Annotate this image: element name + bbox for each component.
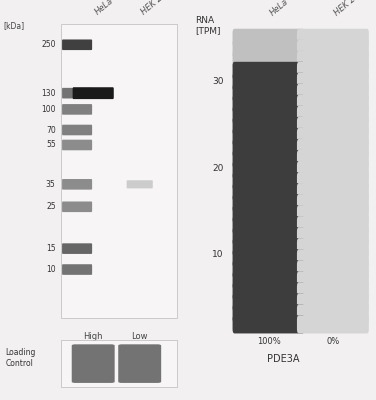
FancyBboxPatch shape xyxy=(73,87,114,99)
FancyBboxPatch shape xyxy=(232,150,305,168)
FancyBboxPatch shape xyxy=(232,260,305,278)
Text: [kDa]: [kDa] xyxy=(4,21,25,30)
FancyBboxPatch shape xyxy=(297,260,369,278)
FancyBboxPatch shape xyxy=(297,293,369,312)
FancyBboxPatch shape xyxy=(297,282,369,300)
FancyBboxPatch shape xyxy=(297,205,369,223)
Text: HEK 293: HEK 293 xyxy=(140,0,173,17)
FancyBboxPatch shape xyxy=(297,183,369,201)
Text: 35: 35 xyxy=(46,180,56,189)
FancyBboxPatch shape xyxy=(297,315,369,334)
FancyBboxPatch shape xyxy=(232,172,305,190)
FancyBboxPatch shape xyxy=(232,194,305,212)
FancyBboxPatch shape xyxy=(62,243,92,254)
Text: 130: 130 xyxy=(41,89,56,98)
Text: 70: 70 xyxy=(46,126,56,134)
FancyBboxPatch shape xyxy=(232,271,305,289)
FancyBboxPatch shape xyxy=(297,249,369,267)
Text: 100: 100 xyxy=(41,105,56,114)
FancyBboxPatch shape xyxy=(232,227,305,245)
FancyBboxPatch shape xyxy=(62,140,92,150)
FancyBboxPatch shape xyxy=(61,340,177,388)
FancyBboxPatch shape xyxy=(118,344,161,383)
FancyBboxPatch shape xyxy=(297,238,369,256)
FancyBboxPatch shape xyxy=(297,271,369,289)
Text: RNA
[TPM]: RNA [TPM] xyxy=(195,16,221,35)
FancyBboxPatch shape xyxy=(62,104,92,115)
FancyBboxPatch shape xyxy=(62,264,92,275)
FancyBboxPatch shape xyxy=(297,227,369,245)
FancyBboxPatch shape xyxy=(232,62,305,80)
Text: 55: 55 xyxy=(46,140,56,150)
FancyBboxPatch shape xyxy=(297,161,369,179)
Text: HeLa: HeLa xyxy=(268,0,291,18)
Text: HeLa: HeLa xyxy=(93,0,115,17)
FancyBboxPatch shape xyxy=(62,88,92,98)
FancyBboxPatch shape xyxy=(232,282,305,300)
FancyBboxPatch shape xyxy=(297,117,369,135)
FancyBboxPatch shape xyxy=(297,304,369,322)
FancyBboxPatch shape xyxy=(297,139,369,157)
Text: High: High xyxy=(83,332,103,341)
FancyBboxPatch shape xyxy=(232,249,305,267)
FancyBboxPatch shape xyxy=(127,180,153,188)
Text: Low: Low xyxy=(132,332,148,341)
FancyBboxPatch shape xyxy=(297,216,369,234)
FancyBboxPatch shape xyxy=(232,106,305,124)
Text: Loading
Control: Loading Control xyxy=(6,348,36,368)
FancyBboxPatch shape xyxy=(297,62,369,80)
FancyBboxPatch shape xyxy=(297,150,369,168)
FancyBboxPatch shape xyxy=(297,95,369,113)
FancyBboxPatch shape xyxy=(232,73,305,91)
FancyBboxPatch shape xyxy=(62,202,92,212)
Text: PDE3A: PDE3A xyxy=(267,354,299,364)
FancyBboxPatch shape xyxy=(297,51,369,69)
FancyBboxPatch shape xyxy=(232,315,305,334)
FancyBboxPatch shape xyxy=(232,95,305,113)
FancyBboxPatch shape xyxy=(232,161,305,179)
Text: 10: 10 xyxy=(212,250,224,260)
FancyBboxPatch shape xyxy=(232,29,305,47)
FancyBboxPatch shape xyxy=(297,84,369,102)
FancyBboxPatch shape xyxy=(297,128,369,146)
Text: 250: 250 xyxy=(41,40,56,49)
FancyBboxPatch shape xyxy=(232,117,305,135)
FancyBboxPatch shape xyxy=(72,344,115,383)
FancyBboxPatch shape xyxy=(232,205,305,223)
Text: 10: 10 xyxy=(46,265,56,274)
FancyBboxPatch shape xyxy=(232,304,305,322)
FancyBboxPatch shape xyxy=(232,51,305,69)
Text: 0%: 0% xyxy=(326,337,340,346)
FancyBboxPatch shape xyxy=(232,139,305,157)
FancyBboxPatch shape xyxy=(232,40,305,58)
FancyBboxPatch shape xyxy=(297,40,369,58)
FancyBboxPatch shape xyxy=(297,73,369,91)
FancyBboxPatch shape xyxy=(62,125,92,135)
Text: HEK 293: HEK 293 xyxy=(333,0,366,18)
Text: 20: 20 xyxy=(212,164,224,172)
FancyBboxPatch shape xyxy=(232,84,305,102)
FancyBboxPatch shape xyxy=(232,216,305,234)
Text: 100%: 100% xyxy=(256,337,280,346)
FancyBboxPatch shape xyxy=(297,29,369,47)
FancyBboxPatch shape xyxy=(62,40,92,50)
FancyBboxPatch shape xyxy=(232,183,305,201)
FancyBboxPatch shape xyxy=(297,172,369,190)
FancyBboxPatch shape xyxy=(297,194,369,212)
FancyBboxPatch shape xyxy=(232,128,305,146)
FancyBboxPatch shape xyxy=(232,293,305,312)
Text: 30: 30 xyxy=(212,77,224,86)
Text: 25: 25 xyxy=(46,202,56,211)
FancyBboxPatch shape xyxy=(62,179,92,190)
FancyBboxPatch shape xyxy=(232,238,305,256)
Text: 15: 15 xyxy=(46,244,56,253)
FancyBboxPatch shape xyxy=(297,106,369,124)
FancyBboxPatch shape xyxy=(61,24,177,318)
